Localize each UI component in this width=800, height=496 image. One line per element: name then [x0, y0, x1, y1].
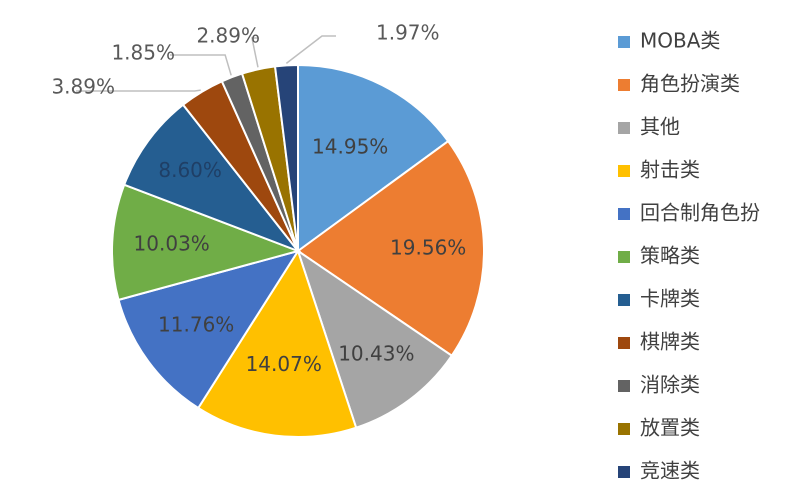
leader-lines — [76, 35, 336, 92]
legend-swatch-1 — [618, 36, 630, 48]
legend-swatch-2 — [618, 79, 630, 91]
legend-label-5: 回合制角色扮 — [640, 201, 760, 225]
leader-line-8 — [76, 89, 201, 92]
legend-label-4: 射击类 — [640, 158, 700, 182]
legend-swatch-10 — [618, 423, 630, 435]
data-label-3: 10.43% — [338, 341, 414, 365]
legend-swatch-7 — [618, 294, 630, 306]
legend-label-11: 竞速类 — [640, 459, 700, 483]
data-label-7: 8.60% — [158, 158, 222, 182]
slice-7 — [122, 103, 302, 254]
legend-swatch-11 — [618, 466, 630, 478]
data-label-5: 11.76% — [158, 313, 234, 337]
data-labels: 14.95% 19.56% 10.43% 14.07% 11.76% 10.03% 8.60… — [51, 21, 466, 376]
slice-5 — [117, 249, 301, 410]
slice-11 — [273, 63, 299, 252]
slice-6 — [111, 183, 302, 302]
legend-label-7: 卡牌类 — [640, 287, 700, 311]
slice-4 — [196, 248, 358, 438]
legend-swatch-5 — [618, 208, 630, 220]
legend-label-9: 消除类 — [640, 373, 700, 397]
legend-swatch-8 — [618, 337, 630, 349]
legend-label-3: 其他 — [640, 115, 680, 139]
leader-line-9 — [170, 54, 232, 76]
legend-label-8: 棋牌类 — [640, 330, 700, 354]
leader-line-10 — [251, 37, 259, 68]
data-label-2: 19.56% — [390, 235, 466, 259]
legend-swatch-9 — [618, 380, 630, 392]
slice-2 — [296, 139, 485, 358]
slice-1 — [297, 63, 450, 253]
legend-swatch-6 — [618, 251, 630, 263]
data-label-10: 2.89% — [196, 24, 260, 48]
legend-label-6: 策略类 — [640, 244, 700, 268]
legend-swatch-4 — [618, 165, 630, 177]
data-label-9: 1.85% — [111, 41, 175, 65]
data-label-1: 14.95% — [312, 135, 388, 159]
slice-3 — [296, 248, 454, 429]
data-label-6: 10.03% — [134, 231, 210, 255]
data-label-11: 1.97% — [376, 21, 440, 45]
leader-line-11 — [285, 35, 336, 64]
data-label-8: 3.89% — [51, 75, 115, 99]
legend-label-1: MOBA类 — [640, 29, 720, 53]
legend-label-2: 角色扮演类 — [640, 72, 740, 96]
pie-slices — [111, 63, 485, 438]
legend-label-10: 放置类 — [640, 416, 700, 440]
legend-swatch-3 — [618, 122, 630, 134]
data-label-4: 14.07% — [246, 352, 322, 376]
